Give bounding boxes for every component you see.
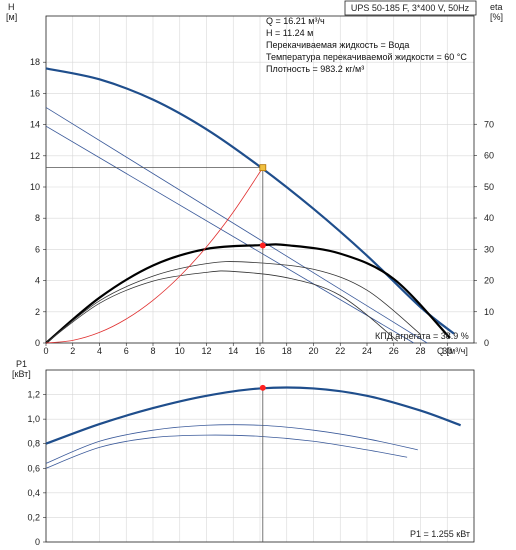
duty-point-marker (259, 164, 267, 172)
info-density: Плотность = 983.2 кг/м³ (266, 64, 364, 74)
x-axis-label-flow: Q [м³/ч] (437, 346, 468, 356)
y-tick-label-eta: 60 (484, 151, 494, 161)
y-tick-label-head: 8 (35, 213, 40, 223)
x-tick-label: 18 (282, 346, 292, 356)
y-tick-label-head: 0 (35, 338, 40, 348)
x-tick-label: 2 (70, 346, 75, 356)
x-tick-label: 22 (335, 346, 345, 356)
info-head: H = 11.24 м (266, 28, 313, 38)
y-tick-label-power: 0,2 (27, 512, 40, 522)
y-tick-label-power: 0,4 (27, 488, 40, 498)
x-tick-label: 16 (255, 346, 265, 356)
y-tick-label-eta: 30 (484, 244, 494, 254)
y-tick-label-head: 10 (30, 182, 40, 192)
y-tick-label-head: 4 (35, 276, 40, 286)
y-tick-label-eta: 40 (484, 213, 494, 223)
curve-efficiency_low (45, 270, 399, 344)
y-axis-label-eta: eta (490, 2, 503, 12)
curve-power_mid (45, 424, 418, 464)
y-tick-label-power: 0,8 (27, 439, 40, 449)
y-tick-label-power: 0,6 (27, 463, 40, 473)
efficiency-point-marker (259, 242, 266, 249)
x-tick-label: 14 (228, 346, 238, 356)
x-tick-label: 0 (43, 346, 48, 356)
bottom-chart-frame (45, 369, 475, 543)
x-tick-label: 20 (308, 346, 318, 356)
y-axis-unit-eta: [%] (490, 12, 503, 22)
curve-efficiency_mid (45, 261, 421, 344)
head-and-efficiency-curves (45, 67, 455, 344)
power-point-marker (259, 384, 266, 391)
y-axis-label-power: P1 (16, 359, 27, 369)
y-tick-label-power: 1,0 (27, 414, 40, 424)
info-flow: Q = 16.21 м³/ч (266, 16, 325, 26)
y-tick-label-head: 12 (30, 151, 40, 161)
y-tick-label-head: 18 (30, 57, 40, 67)
y-tick-label-head: 6 (35, 244, 40, 254)
y-tick-label-eta: 20 (484, 276, 494, 286)
x-tick-label: 30 (442, 346, 452, 356)
x-tick-label: 24 (362, 346, 372, 356)
axis-ticks: 0 2 4 6 8 10 12 14 16 18 20 22 24 26 28 300246810121416… (27, 57, 494, 547)
bottom-chart-grid (45, 370, 474, 543)
y-tick-label-head: 16 (30, 88, 40, 98)
pump-title: UPS 50-185 F, 3*400 V, 50Hz (351, 3, 470, 13)
y-tick-label-power: 1,2 (27, 390, 40, 400)
info-liquid: Перекачиваемая жидкость = Вода (266, 40, 409, 50)
operating-point-markers (46, 164, 267, 542)
curve-head_low_2 (45, 125, 415, 344)
pump-title-box (344, 0, 477, 16)
x-tick-label: 12 (201, 346, 211, 356)
x-tick-label: 4 (97, 346, 102, 356)
y-axis-label-head: H (8, 2, 15, 12)
x-tick-label: 28 (415, 346, 425, 356)
top-chart-grid (45, 16, 474, 344)
curve-power_low (45, 434, 408, 469)
y-tick-label-eta: 0 (484, 338, 489, 348)
y-tick-label-eta: 50 (484, 182, 494, 192)
x-tick-label: 10 (175, 346, 185, 356)
y-tick-label-power: 0 (35, 537, 40, 547)
info-temperature: Температура перекачиваемой жидкости = 60… (266, 52, 467, 62)
y-tick-label-eta: 10 (484, 307, 494, 317)
y-tick-label-head: 2 (35, 307, 40, 317)
x-tick-label: 26 (389, 346, 399, 356)
y-tick-label-eta: 70 (484, 119, 494, 129)
power-annotation: P1 = 1.255 кВт (410, 529, 470, 539)
efficiency-annotation: КПД агрегата = 38.9 % (375, 331, 469, 341)
curve-head_low_1 (45, 107, 428, 344)
y-tick-label-head: 14 (30, 120, 40, 130)
x-tick-label: 6 (124, 346, 129, 356)
y-axis-unit-power: [кВт] (12, 369, 31, 379)
curve-system_curve (45, 167, 264, 344)
x-tick-label: 8 (150, 346, 155, 356)
y-axis-unit-head: [м] (6, 12, 17, 22)
